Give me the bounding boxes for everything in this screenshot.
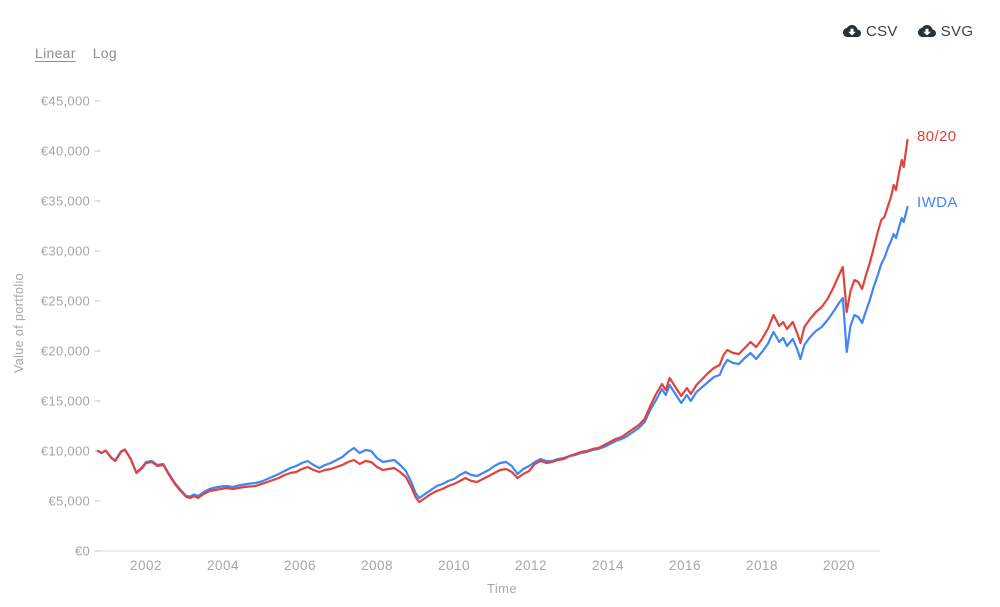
x-tick-label: 2020 xyxy=(823,558,855,573)
y-tick-label: €30,000 xyxy=(41,244,90,259)
y-tick-label: €0 xyxy=(75,544,90,559)
y-tick-label: €10,000 xyxy=(41,444,90,459)
x-tick-label: 2014 xyxy=(592,558,624,573)
series-label-iwda: IWDA xyxy=(917,194,958,211)
y-tick-label: €5,000 xyxy=(48,494,90,509)
y-tick-label: €20,000 xyxy=(41,344,90,359)
export-buttons: CSV SVG xyxy=(843,22,973,40)
x-tick-label: 2002 xyxy=(130,558,162,573)
x-tick-label: 2018 xyxy=(746,558,778,573)
y-axis-title: Value of portfolio xyxy=(12,272,26,374)
y-tick-label: €45,000 xyxy=(41,94,90,109)
series-label-80-20: 80/20 xyxy=(917,128,957,145)
download-csv-button[interactable]: CSV xyxy=(843,22,898,40)
download-svg-button[interactable]: SVG xyxy=(917,22,974,40)
x-tick-label: 2012 xyxy=(515,558,547,573)
x-tick-label: 2010 xyxy=(438,558,470,573)
scale-linear-link[interactable]: Linear xyxy=(35,45,76,61)
x-tick-label: 2006 xyxy=(284,558,316,573)
scale-toggle: Linear Log xyxy=(35,45,117,61)
x-tick-label: 2008 xyxy=(361,558,393,573)
y-tick-label: €35,000 xyxy=(41,194,90,209)
series-line-80/20 xyxy=(96,138,909,504)
y-tick-label: €40,000 xyxy=(41,144,90,159)
scale-log-link[interactable]: Log xyxy=(92,45,117,61)
download-csv-label: CSV xyxy=(866,22,898,40)
x-axis-title: Time xyxy=(486,581,517,596)
y-tick-label: €25,000 xyxy=(41,294,90,309)
y-tick-label: €15,000 xyxy=(41,394,90,409)
x-tick-label: 2004 xyxy=(207,558,239,573)
cloud-download-icon xyxy=(843,22,861,40)
series-line-IWDA xyxy=(96,205,909,500)
cloud-download-icon xyxy=(917,22,936,40)
x-tick-label: 2016 xyxy=(669,558,701,573)
download-svg-label: SVG xyxy=(940,22,974,40)
